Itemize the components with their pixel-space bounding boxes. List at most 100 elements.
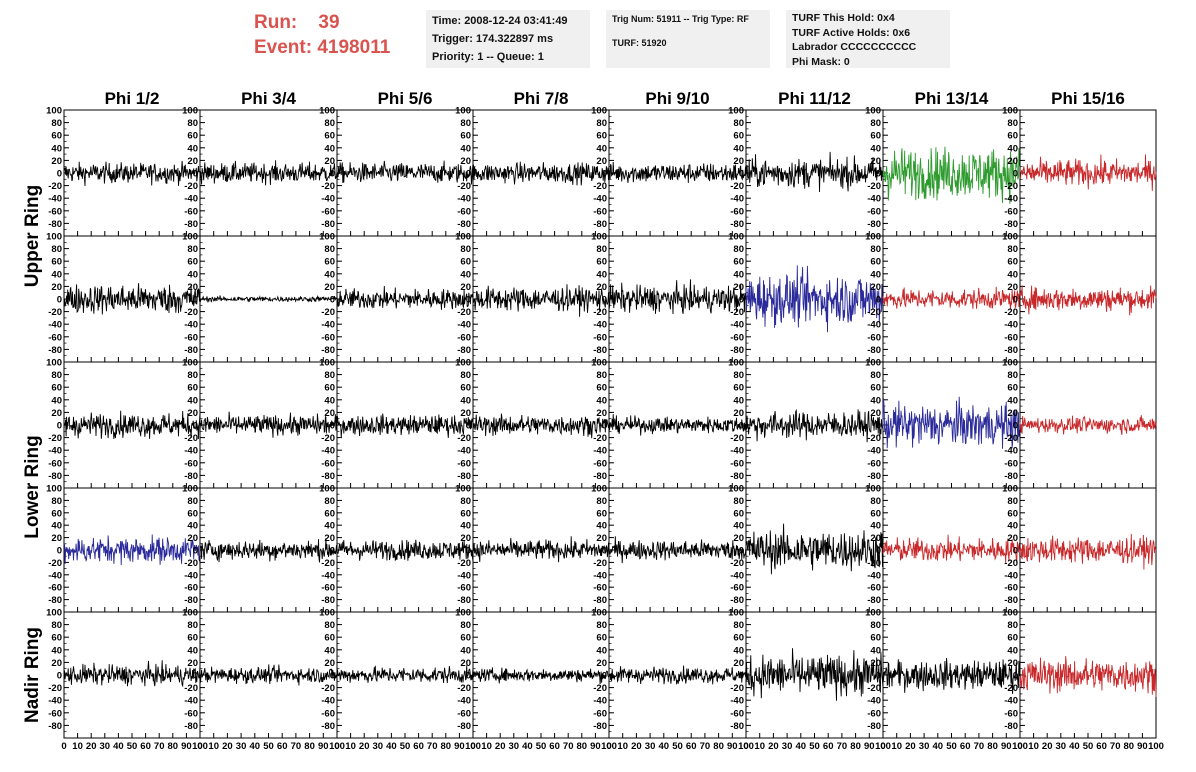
y-tick-label: -20: [321, 683, 335, 694]
y-tick-label: 100: [865, 106, 881, 117]
y-tick-label: 40: [1007, 645, 1018, 656]
y-tick-label: -80: [593, 721, 607, 732]
x-tick-label: 40: [1069, 741, 1080, 752]
waveform-trace: [472, 284, 610, 317]
y-tick-label: -60: [1004, 332, 1018, 343]
y-tick-label: 100: [1002, 232, 1018, 243]
waveform-trace: [472, 536, 610, 563]
waveform-trace: [199, 294, 338, 303]
y-tick-label: -60: [730, 458, 744, 469]
waveform-trace: [882, 286, 1021, 310]
y-tick-label: 20: [596, 156, 607, 167]
x-tick-label: 30: [1056, 741, 1067, 752]
y-tick-label: 80: [187, 244, 198, 255]
x-tick-label: 80: [1124, 741, 1135, 752]
y-tick-label: 80: [870, 244, 881, 255]
y-tick-label: -80: [457, 721, 471, 732]
waveform-trace: [63, 410, 201, 440]
y-tick-label: -60: [321, 583, 335, 594]
ring-label-nadir-ring: Nadir Ring: [22, 627, 43, 723]
y-tick-label: -40: [321, 320, 335, 331]
x-tick-label: 40: [522, 741, 533, 752]
x-tick-label: 60: [549, 741, 560, 752]
y-tick-label: 0: [602, 671, 607, 682]
waveform-trace: [1019, 285, 1157, 316]
y-tick-label: -80: [48, 345, 62, 356]
y-tick-label: 80: [51, 370, 62, 381]
x-tick-label: 100: [738, 741, 754, 752]
y-tick-label: 80: [187, 370, 198, 381]
y-tick-label: 40: [870, 395, 881, 406]
y-tick-label: -80: [1004, 471, 1018, 482]
y-tick-label: -40: [1004, 194, 1018, 205]
y-tick-label: -80: [321, 595, 335, 606]
y-tick-label: 80: [733, 620, 744, 631]
y-tick-label: -20: [1004, 683, 1018, 694]
y-tick-label: 0: [57, 671, 62, 682]
x-tick-label: 20: [631, 741, 642, 752]
y-tick-label: 60: [51, 633, 62, 644]
y-tick-label: 100: [46, 358, 62, 369]
y-tick-label: -60: [1004, 458, 1018, 469]
y-tick-label: -40: [457, 570, 471, 581]
x-tick-label: 50: [400, 741, 411, 752]
y-tick-label: 20: [1007, 282, 1018, 293]
y-tick-label: 60: [324, 633, 335, 644]
x-tick-label: 10: [617, 741, 628, 752]
y-tick-label: 0: [57, 169, 62, 180]
x-tick-label: 90: [1001, 741, 1012, 752]
x-tick-label: 100: [192, 741, 208, 752]
y-tick-label: -40: [321, 570, 335, 581]
y-tick-label: -60: [184, 583, 198, 594]
y-tick-label: -40: [593, 320, 607, 331]
y-tick-label: 80: [870, 620, 881, 631]
y-tick-label: 40: [733, 143, 744, 154]
y-tick-label: 100: [865, 232, 881, 243]
y-tick-label: 80: [460, 118, 471, 129]
waveform-trace: [745, 151, 884, 193]
y-tick-label: 80: [460, 496, 471, 507]
y-tick-label: -20: [457, 558, 471, 569]
y-tick-label: 40: [324, 143, 335, 154]
x-tick-label: 60: [686, 741, 697, 752]
y-tick-label: 40: [51, 521, 62, 532]
y-tick-label: 100: [319, 484, 335, 495]
y-tick-label: -80: [593, 471, 607, 482]
event-label: Event:: [254, 37, 313, 58]
y-tick-label: 100: [182, 106, 198, 117]
waveform-trace: [882, 658, 1021, 695]
y-tick-label: 0: [466, 546, 471, 557]
column-header-3: Phi 5/6: [378, 89, 433, 108]
column-header-6: Phi 11/12: [778, 89, 851, 108]
column-header-4: Phi 7/8: [514, 89, 569, 108]
y-tick-label: 0: [739, 421, 744, 432]
y-tick-label: -20: [593, 683, 607, 694]
y-tick-label: 80: [324, 118, 335, 129]
y-tick-label: 20: [324, 156, 335, 167]
x-tick-label: 30: [919, 741, 930, 752]
waveform-trace: [1019, 656, 1157, 698]
y-tick-label: 100: [319, 358, 335, 369]
y-tick-label: 40: [596, 143, 607, 154]
y-tick-label: 40: [460, 143, 471, 154]
y-tick-label: 0: [876, 169, 881, 180]
y-tick-label: 60: [870, 257, 881, 268]
y-tick-label: 0: [1013, 169, 1018, 180]
x-tick-label: 80: [577, 741, 588, 752]
x-tick-label: 70: [1110, 741, 1121, 752]
y-tick-label: 100: [46, 106, 62, 117]
x-tick-label: 0: [880, 741, 885, 752]
y-tick-label: 0: [739, 169, 744, 180]
waveform-trace: [1019, 154, 1157, 191]
x-tick-label: 70: [291, 741, 302, 752]
y-tick-label: 20: [596, 408, 607, 419]
